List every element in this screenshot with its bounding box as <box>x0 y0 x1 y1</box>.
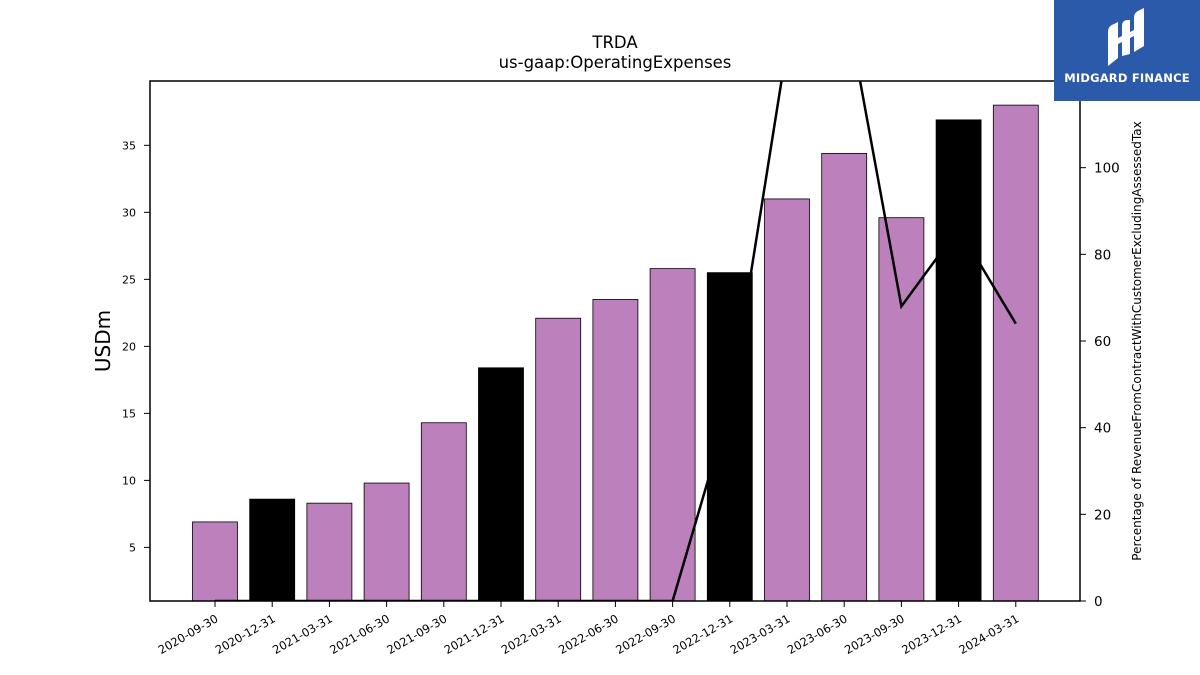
x-tick-label: 2021-12-31 <box>442 611 507 657</box>
x-axis: 2020-09-302020-12-312021-03-312021-06-30… <box>156 601 1021 657</box>
x-tick-label: 2023-09-30 <box>842 611 907 657</box>
x-tick-label: 2023-03-31 <box>728 611 793 657</box>
chart-subtitle: us-gaap:OperatingExpenses <box>499 53 732 72</box>
bar <box>878 217 925 602</box>
chart-title: TRDA <box>591 33 638 52</box>
y2-tick-label: 80 <box>1094 247 1111 263</box>
bar <box>192 521 238 602</box>
y2-tick-label: 40 <box>1094 421 1111 437</box>
bar <box>764 198 810 602</box>
line-series-group <box>215 81 1017 601</box>
x-tick-label: 2020-12-31 <box>213 611 278 657</box>
brand-logo: MIDGARD FINANCE <box>1054 0 1200 101</box>
y2-tick-label: 100 <box>1094 161 1120 177</box>
logo-text: MIDGARD FINANCE <box>1064 71 1190 85</box>
x-tick-label: 2020-09-30 <box>156 611 221 657</box>
bar <box>992 104 1039 602</box>
x-tick-label: 2023-06-30 <box>785 611 850 657</box>
x-tick-label: 2022-09-30 <box>613 611 678 657</box>
y-tick-label: 15 <box>122 407 136 420</box>
logo-mark-icon <box>1108 8 1144 66</box>
x-tick-label: 2022-12-31 <box>670 611 735 657</box>
y2-tick-label: 60 <box>1094 334 1111 350</box>
x-tick-label: 2021-06-30 <box>327 611 392 657</box>
y-tick-label: 20 <box>122 340 136 353</box>
x-tick-label: 2022-06-30 <box>556 611 621 657</box>
x-tick-label: 2023-12-31 <box>899 611 964 657</box>
bar <box>420 422 467 602</box>
bar <box>935 119 982 602</box>
bar <box>821 152 868 602</box>
y-axis-right: 0 20 40 60 80 100 <box>1080 161 1120 610</box>
x-tick-label: 2024-03-31 <box>956 611 1021 657</box>
x-tick-label: 2021-09-30 <box>384 611 449 657</box>
y-axis-label: USDm <box>91 310 115 372</box>
y2-tick-label: 20 <box>1094 507 1111 523</box>
bar <box>249 498 296 602</box>
y2-axis-label: Percentage of RevenueFromContractWithCus… <box>1130 121 1144 560</box>
y-tick-label: 30 <box>122 206 136 219</box>
x-tick-label: 2021-03-31 <box>270 611 335 657</box>
y-tick-label: 25 <box>122 273 136 286</box>
y-tick-label: 35 <box>122 139 136 152</box>
bar <box>363 482 410 602</box>
y-tick-label: 10 <box>122 474 136 487</box>
y-axis-left: 5 10 15 20 25 30 35 <box>122 139 150 554</box>
y-tick-label: 5 <box>129 541 136 554</box>
line-series <box>215 81 1017 601</box>
x-tick-label: 2022-03-31 <box>499 611 564 657</box>
bar-group <box>192 104 1039 602</box>
y2-tick-label: 0 <box>1094 594 1103 610</box>
bar <box>592 299 639 602</box>
bar <box>706 272 753 602</box>
bar <box>306 502 353 602</box>
bar <box>535 317 582 602</box>
bar <box>478 367 524 602</box>
